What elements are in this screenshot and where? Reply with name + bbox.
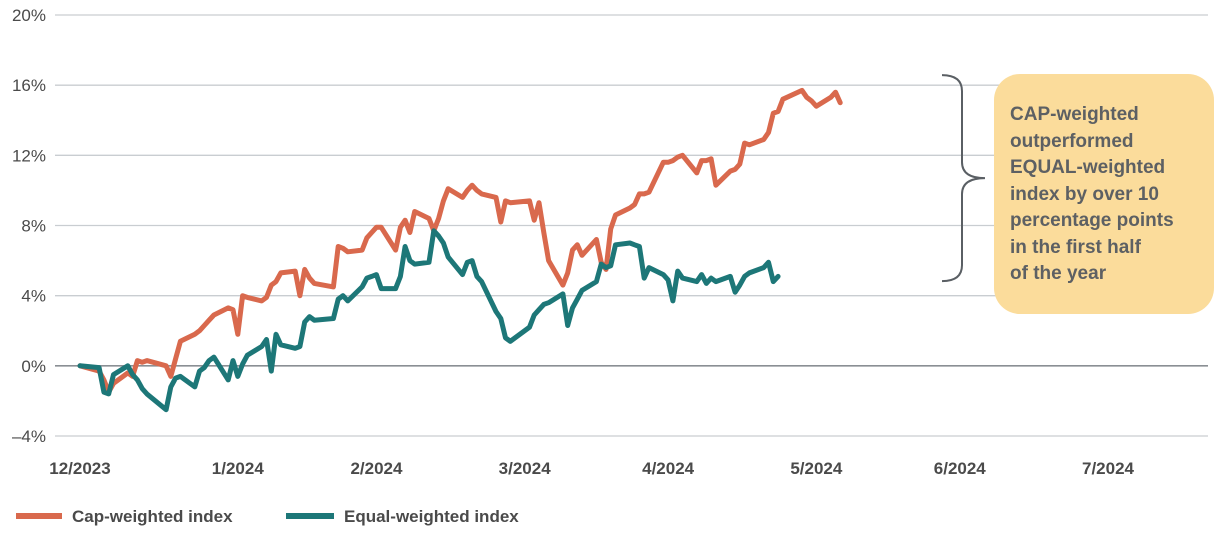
x-tick-label: 6/2024: [934, 459, 987, 478]
y-tick-label: 12%: [12, 146, 46, 165]
callout-line: CAP-weighted: [1010, 104, 1139, 125]
annotation-brace: [941, 74, 986, 283]
legend-label-equal-weighted: Equal-weighted index: [344, 507, 519, 526]
x-tick-label: 7/2024: [1082, 459, 1135, 478]
callout-line: in the first half: [1010, 236, 1141, 258]
x-axis-tick-labels: 12/2023 1/2024 2/2024 3/2024 4/2024 5/2024 6/2…: [49, 459, 1134, 478]
y-tick-label: 4%: [21, 287, 46, 306]
callout-line: percentage points: [1010, 210, 1174, 231]
callout-line: index by over 10: [1010, 183, 1159, 205]
cap-weighted-line: [77, 87, 843, 395]
callout-line: of the year: [1010, 263, 1107, 284]
legend: Cap-weighted index Equal-weighted index: [16, 507, 519, 526]
y-axis-tick-labels: –4% 0% 4% 8% 12% 16% 20%: [12, 6, 46, 446]
x-tick-label: 5/2024: [790, 459, 843, 478]
x-tick-label: 1/2024: [212, 459, 265, 478]
x-tick-label: 2/2024: [350, 459, 403, 478]
callout-line: outperformed: [1010, 130, 1134, 152]
x-tick-label: 3/2024: [499, 459, 552, 478]
legend-label-cap-weighted: Cap-weighted index: [72, 507, 233, 526]
annotation-callout: CAP-weighted outperformed EQUAL-weighted…: [994, 74, 1214, 314]
equal-weighted-line: [77, 228, 781, 413]
x-tick-label: 4/2024: [642, 459, 695, 478]
y-tick-label: 0%: [21, 357, 46, 376]
series-lines: [77, 87, 843, 413]
y-tick-label: –4%: [12, 427, 46, 446]
y-tick-label: 20%: [12, 6, 46, 25]
x-tick-label: 12/2023: [49, 459, 110, 478]
y-tick-label: 8%: [21, 217, 46, 236]
callout-line: EQUAL-weighted: [1010, 157, 1166, 178]
y-tick-label: 16%: [12, 76, 46, 95]
